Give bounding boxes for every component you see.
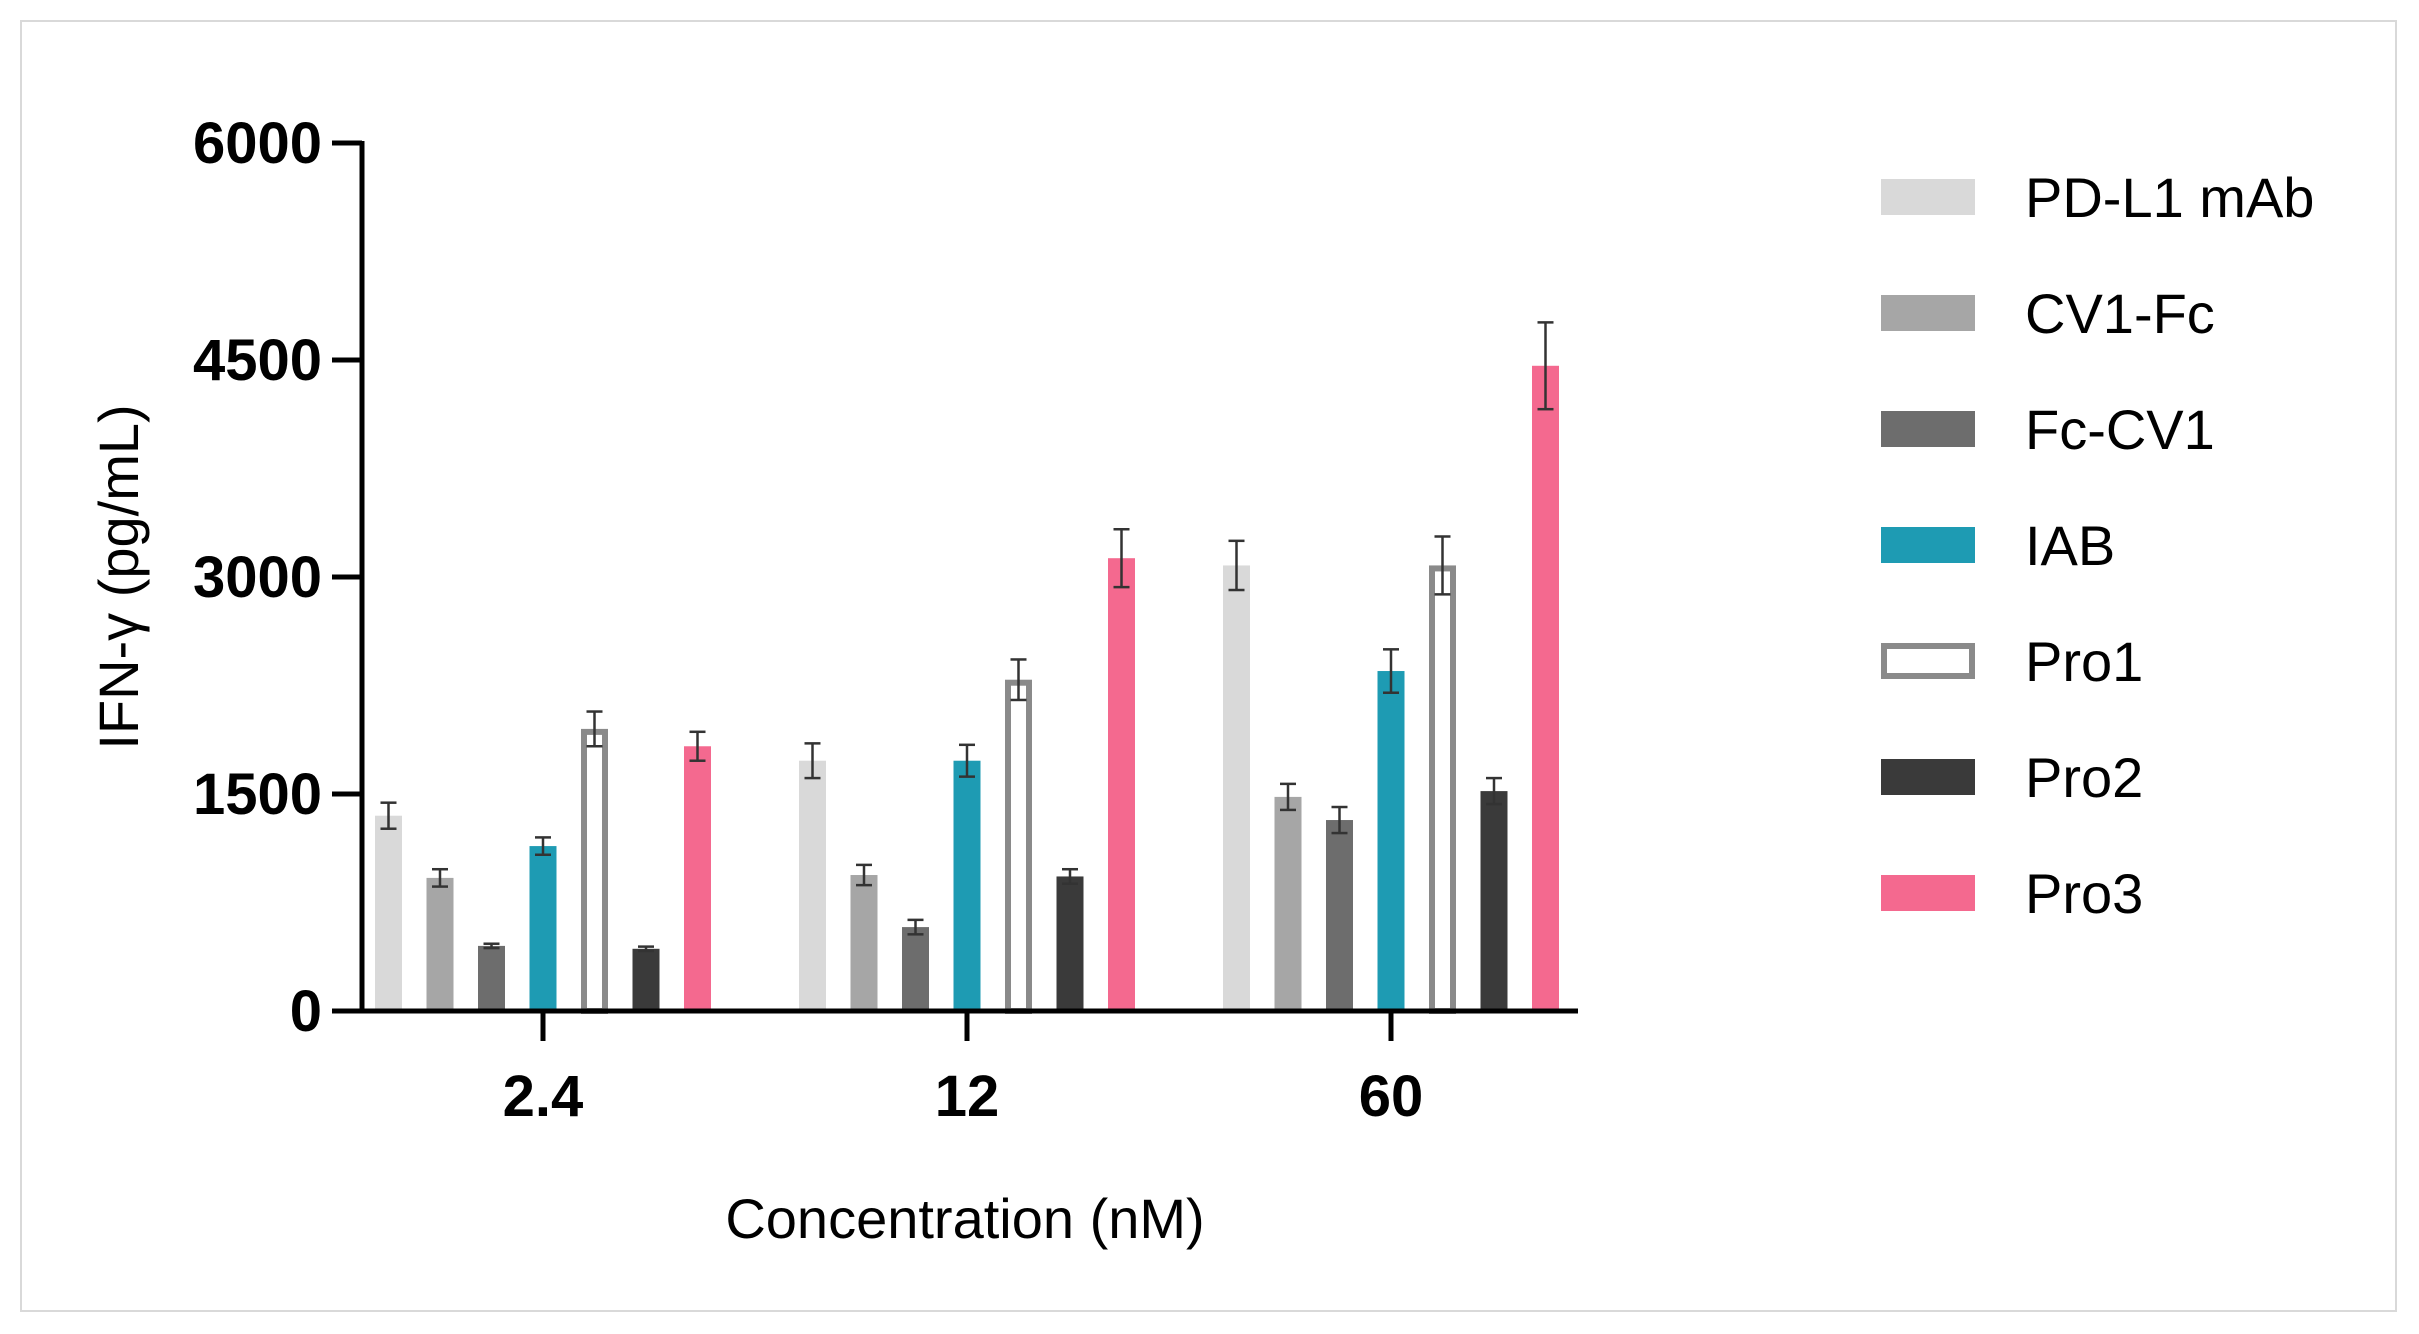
legend-label: Pro2	[2025, 746, 2143, 809]
error-bar	[959, 743, 975, 778]
legend-item-cv1-fc: CV1-Fc	[1881, 282, 2215, 345]
legend-swatch	[1881, 527, 1975, 563]
error-bar	[586, 710, 603, 748]
bar-fc-cv1-60	[1326, 820, 1353, 1011]
error-bar	[380, 801, 397, 830]
bar-pd-l1-mab-60	[1223, 565, 1250, 1011]
y-axis-ticks: 0 1500 3000 4500 6000	[193, 111, 362, 1044]
x-tick-label: 2.4	[503, 1064, 584, 1129]
bar-pd-l1-mab-12	[799, 760, 826, 1011]
error-bar	[432, 867, 448, 888]
y-tick-label: 3000	[193, 545, 322, 610]
error-bar	[804, 742, 821, 780]
bar-pro2-12	[1056, 876, 1084, 1011]
legend-item-pro2: Pro2	[1881, 746, 2143, 809]
legend-label: Pro3	[2025, 862, 2143, 925]
error-bar	[1228, 539, 1245, 592]
error-bar	[1010, 658, 1027, 702]
bar-cv1-fc-60	[1274, 796, 1302, 1011]
error-bar	[1280, 782, 1296, 812]
plot-area	[375, 321, 1559, 1015]
legend-swatch	[1881, 411, 1975, 447]
bar-pro2-60	[1480, 791, 1508, 1011]
error-bar	[1383, 648, 1399, 694]
legend-label: CV1-Fc	[2025, 282, 2215, 345]
legend-item-pro1: Pro1	[1881, 630, 2143, 693]
error-bar	[638, 945, 654, 953]
y-tick-label: 1500	[193, 762, 322, 827]
error-bar	[483, 942, 500, 950]
legend-swatch	[1881, 643, 1975, 679]
legend-swatch	[1881, 179, 1975, 215]
bar-pro1-2.4	[581, 728, 608, 1015]
error-bar	[1062, 867, 1078, 885]
legend-label: IAB	[2025, 514, 2115, 577]
legend-swatch	[1881, 875, 1975, 911]
bars-layer	[375, 365, 1559, 1015]
error-bar	[535, 836, 551, 857]
bar-pro3-60	[1532, 365, 1559, 1012]
x-axis-ticks: 2.4 12 60	[503, 1011, 1424, 1129]
chart-frame	[20, 20, 2397, 1312]
error-bar	[1537, 321, 1554, 411]
error-bar	[856, 863, 872, 887]
bar-iab-60	[1377, 671, 1405, 1011]
y-axis-title: IFN-γ (pg/mL)	[87, 404, 150, 749]
bar-pd-l1-mab-2.4	[375, 815, 402, 1011]
bar-fc-cv1-2.4	[478, 945, 505, 1011]
legend-swatch	[1881, 759, 1975, 795]
bar-pro1-60	[1429, 565, 1456, 1015]
error-bars-layer	[380, 321, 1554, 953]
legend-item-pd-l1-mab: PD-L1 mAb	[1881, 166, 2314, 229]
x-tick-label: 12	[935, 1064, 1000, 1129]
y-tick-label: 4500	[193, 328, 322, 393]
legend-item-iab: IAB	[1881, 514, 2115, 577]
error-bar	[1434, 535, 1451, 596]
bar-iab-2.4	[529, 846, 557, 1011]
legend: PD-L1 mAb CV1-Fc Fc-CV1 IAB Pro1 Pro2 Pro3	[1881, 166, 2314, 925]
bar-cv1-fc-12	[850, 875, 878, 1011]
error-bar	[907, 918, 924, 936]
bar-pro1-12	[1005, 679, 1032, 1014]
error-bar	[1486, 776, 1502, 806]
legend-item-fc-cv1: Fc-CV1	[1881, 398, 2215, 461]
bar-pro2-2.4	[632, 948, 660, 1011]
bar-cv1-fc-2.4	[426, 877, 454, 1011]
x-axis-title: Concentration (nM)	[725, 1187, 1204, 1250]
error-bar	[1113, 528, 1130, 589]
bar-pro3-12	[1108, 558, 1135, 1011]
x-tick-label: 60	[1359, 1064, 1424, 1129]
legend-label: PD-L1 mAb	[2025, 166, 2314, 229]
legend-label: Fc-CV1	[2025, 398, 2215, 461]
error-bar	[689, 730, 706, 762]
bar-pro3-2.4	[684, 746, 711, 1011]
error-bar	[1331, 805, 1348, 835]
legend-swatch	[1881, 295, 1975, 331]
legend-item-pro3: Pro3	[1881, 862, 2143, 925]
y-tick-label: 0	[290, 979, 322, 1044]
y-tick-label: 6000	[193, 111, 322, 176]
bar-fc-cv1-12	[902, 927, 929, 1011]
legend-label: Pro1	[2025, 630, 2143, 693]
bar-iab-12	[953, 760, 981, 1011]
